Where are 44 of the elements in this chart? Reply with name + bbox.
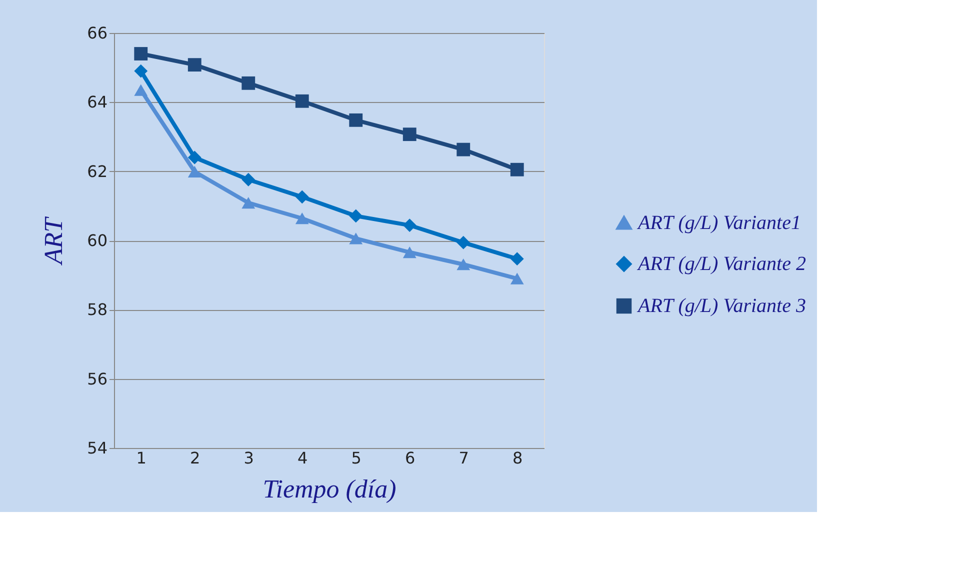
- x-tick-label: 3: [244, 448, 254, 468]
- point: [295, 94, 309, 108]
- point: [456, 258, 470, 270]
- point: [510, 272, 524, 284]
- point: [349, 209, 363, 223]
- point: [242, 172, 256, 186]
- point: [402, 218, 416, 232]
- y-tick-label: 60: [87, 231, 108, 250]
- x-tick-label: 2: [190, 448, 200, 468]
- point: [349, 113, 363, 127]
- y-tick-label: 54: [87, 438, 108, 458]
- x-tick-label: 4: [298, 448, 308, 468]
- x-tick-label: 1: [136, 448, 146, 468]
- point: [188, 150, 202, 164]
- point: [134, 84, 148, 96]
- point: [295, 190, 309, 204]
- legend-label: ART (g/L) Variante 3: [636, 295, 806, 317]
- x-tick-label: 8: [512, 448, 523, 468]
- y-tick-label: 56: [87, 369, 108, 388]
- point: [188, 166, 202, 178]
- point: [402, 246, 416, 258]
- y-tick-label: 64: [87, 92, 108, 112]
- x-tick-label: 5: [351, 448, 362, 468]
- point: [188, 58, 202, 72]
- x-axis-title: Tiempo (día): [262, 474, 396, 504]
- x-tick-label: 6: [405, 448, 416, 468]
- point: [134, 47, 148, 60]
- point: [295, 212, 309, 224]
- legend-label: ART (g/L) Variante 2: [636, 253, 806, 275]
- point: [134, 64, 148, 78]
- point: [456, 142, 470, 156]
- point: [402, 128, 416, 142]
- legend-label: ART (g/L) Variante1: [636, 212, 801, 234]
- y-tick-label: 66: [87, 24, 108, 42]
- point: [510, 162, 524, 176]
- point: [456, 236, 470, 250]
- point: [242, 196, 256, 209]
- point: [349, 232, 363, 244]
- y-tick-label: 58: [87, 300, 108, 320]
- x-tick-label: 7: [458, 448, 469, 468]
- point: [242, 76, 256, 90]
- y-tick-label: 62: [87, 162, 108, 181]
- point: [510, 252, 524, 266]
- y-axis-title: ART: [39, 216, 68, 266]
